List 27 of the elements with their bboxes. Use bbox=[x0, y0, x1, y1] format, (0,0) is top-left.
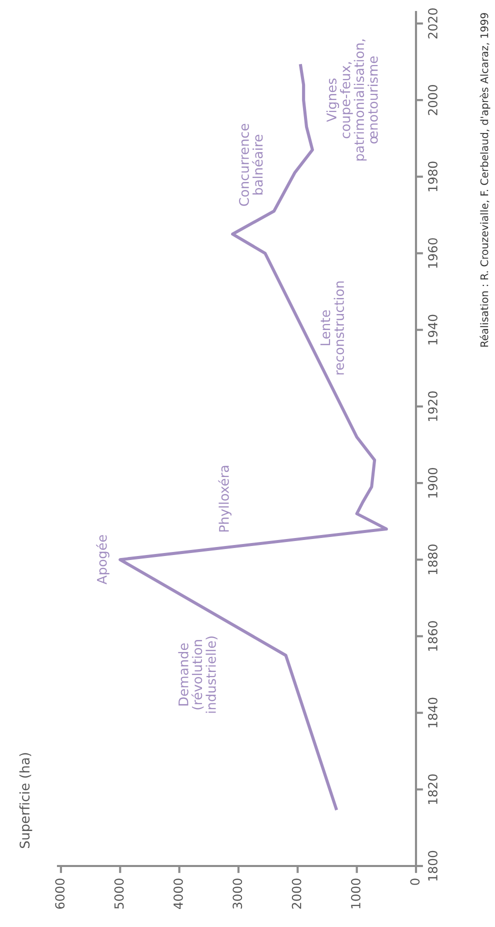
annotation: Lente reconstruction bbox=[320, 281, 344, 374]
y-tick-label: 1800 bbox=[428, 850, 438, 881]
x-tick-label: 1000 bbox=[351, 878, 360, 908]
y-tick-label: 1860 bbox=[428, 621, 438, 651]
y-tick-label: 1880 bbox=[428, 544, 438, 574]
y-tick-label: 1840 bbox=[428, 698, 438, 728]
x-tick-label: 0 bbox=[410, 878, 420, 885]
y-tick-label: 1960 bbox=[428, 238, 438, 268]
annotation: Vignes coupe-feux, patrimonialisation, œnotourisme bbox=[326, 39, 378, 161]
x-tick-label: 4000 bbox=[173, 878, 183, 910]
y-tick-label: 1980 bbox=[428, 162, 438, 192]
y-tick-label: 2020 bbox=[428, 8, 438, 38]
y-tick-label: 1900 bbox=[428, 468, 438, 498]
y-axis-title: Superficie (ha) bbox=[19, 753, 32, 848]
x-tick-label: 6000 bbox=[55, 878, 65, 909]
y-tick-label: 1940 bbox=[428, 314, 438, 344]
text: Réalisation : R. Crouzevialle, F. Cerbelaud, d'après Alcaraz, 1999 bbox=[480, 13, 490, 347]
y-tick-label: 1820 bbox=[428, 774, 438, 804]
annotation: Demande (révolution industrielle) bbox=[178, 636, 218, 713]
x-tick-label: 5000 bbox=[114, 878, 124, 909]
x-tick-label: 2000 bbox=[292, 878, 302, 909]
y-tick-label: 1920 bbox=[428, 391, 438, 421]
annotation: Phylloxéra bbox=[218, 466, 232, 532]
annotation: Apogée bbox=[96, 535, 110, 584]
x-tick-label: 3000 bbox=[232, 878, 242, 909]
y-tick-label: 2000 bbox=[428, 85, 438, 116]
annotation: Concurrence balnéaire bbox=[239, 124, 263, 206]
